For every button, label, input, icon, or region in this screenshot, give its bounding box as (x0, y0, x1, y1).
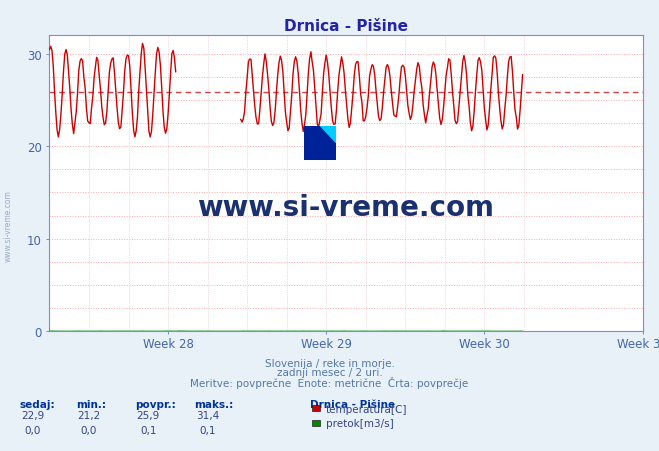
Title: Drnica - Pišine: Drnica - Pišine (284, 18, 408, 33)
Text: Meritve: povprečne  Enote: metrične  Črta: povprečje: Meritve: povprečne Enote: metrične Črta:… (190, 377, 469, 389)
Text: 31,4: 31,4 (196, 410, 219, 420)
Text: www.si-vreme.com: www.si-vreme.com (3, 189, 13, 262)
Text: 0,1: 0,1 (140, 425, 157, 435)
Text: maks.:: maks.: (194, 399, 234, 409)
Text: pretok[m3/s]: pretok[m3/s] (326, 419, 393, 428)
Text: 21,2: 21,2 (77, 410, 101, 420)
Text: povpr.:: povpr.: (135, 399, 176, 409)
Text: www.si-vreme.com: www.si-vreme.com (198, 193, 494, 221)
Polygon shape (320, 126, 336, 143)
Polygon shape (304, 126, 336, 160)
Text: 22,9: 22,9 (21, 410, 45, 420)
Text: 25,9: 25,9 (136, 410, 160, 420)
Text: temperatura[C]: temperatura[C] (326, 404, 407, 414)
Text: Slovenija / reke in morje.: Slovenija / reke in morje. (264, 359, 395, 368)
Text: min.:: min.: (76, 399, 106, 409)
Text: Drnica - Pišine: Drnica - Pišine (310, 399, 395, 409)
Text: sedaj:: sedaj: (20, 399, 55, 409)
Text: zadnji mesec / 2 uri.: zadnji mesec / 2 uri. (277, 368, 382, 377)
Text: 0,0: 0,0 (81, 425, 97, 435)
Text: 0,0: 0,0 (25, 425, 41, 435)
Polygon shape (320, 126, 336, 143)
Text: 0,1: 0,1 (199, 425, 216, 435)
